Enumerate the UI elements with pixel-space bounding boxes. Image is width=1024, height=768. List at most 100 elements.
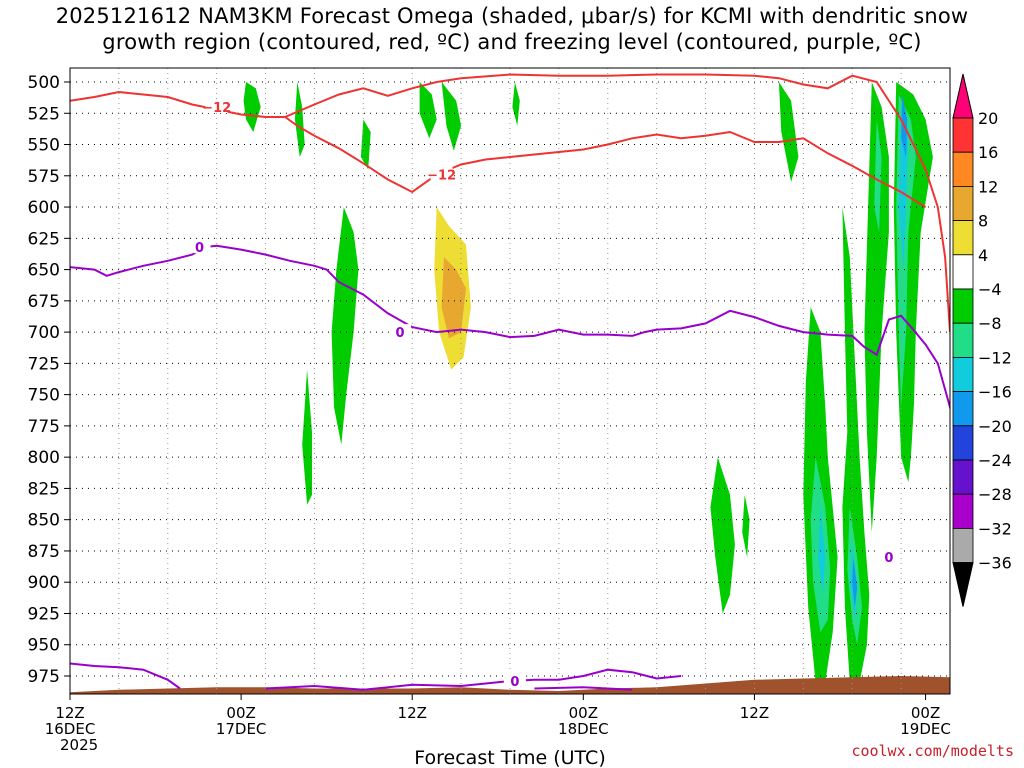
contours: −12 −12 0 0 0 0 (70, 73, 950, 691)
y-tick-label: 575 (28, 167, 60, 187)
colorbar-swatch (952, 117, 974, 153)
colorbar-label: 12 (978, 177, 998, 196)
colorbar-label: −16 (978, 383, 1012, 402)
x-tick-label: 17DEC (216, 720, 267, 738)
plot-frame (69, 67, 951, 695)
omega-region (759, 419, 767, 483)
x-tick-label: 00Z (569, 704, 598, 722)
colorbar-label: −8 (978, 314, 1002, 333)
omega-region (441, 82, 462, 151)
colorbar-swatch (952, 151, 974, 187)
x-tick-label: 12Z (398, 704, 427, 722)
chart-title-line1: 2025121612 NAM3KM Forecast Omega (shaded… (55, 4, 969, 28)
contour-label: 0 (510, 675, 519, 690)
omega-shading (243, 82, 950, 683)
contour-label-bg (188, 239, 211, 254)
y-tick-label: 700 (28, 323, 60, 343)
omega-region (512, 82, 520, 126)
colorbar-swatch (952, 356, 974, 392)
omega-region (742, 494, 750, 558)
x-tick-label: 12Z (55, 704, 84, 722)
omega-region (852, 557, 858, 608)
y-tick-label: 550 (28, 136, 60, 156)
colorbar-cap-bottom (952, 562, 974, 607)
contour-label: 0 (884, 551, 893, 566)
y-tick-label: 650 (28, 261, 60, 281)
omega-region (827, 332, 838, 470)
y-tick-label: 675 (28, 292, 60, 312)
colorbar-swatch (952, 288, 974, 324)
omega-region (243, 82, 261, 132)
omega-region (710, 457, 735, 614)
colorbar-label: −4 (978, 280, 1002, 299)
colorbar-label: 8 (978, 212, 988, 231)
omega-region (334, 557, 342, 589)
contour-label: −12 (427, 169, 456, 184)
colorbar-label: 4 (978, 246, 988, 265)
omega-region (778, 82, 799, 182)
y-tick-label: 850 (28, 511, 60, 531)
y-tick-label: 625 (28, 229, 60, 249)
colorbar-label: 16 (978, 143, 998, 162)
freezing-level-line (534, 686, 633, 691)
freezing-level-line (265, 668, 682, 691)
colorbar-swatch (952, 185, 974, 221)
x-tick-label: 18DEC (558, 720, 609, 738)
x-tick-label: 00Z (911, 704, 940, 722)
omega-region (937, 444, 950, 558)
contour-label: 0 (195, 241, 204, 256)
colorbar-swatch (952, 322, 974, 358)
colorbar-label: −12 (978, 348, 1012, 367)
y-tick-label: 800 (28, 448, 60, 468)
y-tick-label: 600 (28, 198, 60, 218)
x-tick-label: 16DEC (45, 720, 96, 738)
contour-label-bg (503, 673, 526, 688)
colorbar-label: −28 (978, 485, 1012, 504)
x-tick-label: 12Z (740, 704, 769, 722)
colorbar-swatch (952, 528, 974, 564)
x-axis-title: Forecast Time (UTC) (414, 747, 605, 768)
omega-region (360, 119, 371, 170)
omega-region (874, 119, 882, 233)
y-tick-label: 875 (28, 542, 60, 562)
terrain-fill (70, 676, 950, 694)
y-tick-label: 825 (28, 479, 60, 499)
x-tick-label: 00Z (226, 704, 255, 722)
omega-region (818, 507, 826, 595)
colorbar-label: −32 (978, 519, 1012, 538)
omega-region (331, 207, 359, 445)
y-tick-label: 950 (28, 636, 60, 656)
y-tick-label: 925 (28, 604, 60, 624)
colorbar-swatch (952, 254, 974, 290)
contour-label: 0 (395, 326, 404, 341)
omega-region (294, 82, 305, 157)
colorbar: 20 16 12 8 4 −4 −8 −12 −16 −20 −24 −28 −32 −36 (952, 73, 1012, 607)
omega-region (908, 332, 931, 626)
colorbar-label: 20 (978, 109, 998, 128)
colorbar-swatch (952, 220, 974, 256)
contour-label-bg (430, 166, 453, 181)
y-axis: 500 525 550 575 600 625 650 675 700 725 750 775 800 8… (28, 73, 70, 687)
y-tick-label: 975 (28, 667, 60, 687)
y-tick-label: 500 (28, 73, 60, 93)
colorbar-swatch (952, 459, 974, 495)
contour-label-bg (389, 324, 411, 339)
contour-label: −12 (202, 101, 231, 116)
colorbar-swatch (952, 425, 974, 461)
dgz-contour-line (284, 73, 950, 333)
omega-region (864, 82, 889, 533)
colorbar-label: −36 (978, 554, 1012, 573)
credit-text: coolwx.com/modelts (851, 742, 1014, 760)
y-tick-label: 725 (28, 354, 60, 374)
terrain (70, 676, 950, 694)
y-tick-label: 775 (28, 417, 60, 437)
freezing-level-line (70, 662, 181, 690)
colorbar-label: −24 (978, 451, 1012, 470)
y-tick-label: 900 (28, 573, 60, 593)
colorbar-cap-top (952, 73, 974, 119)
x-tick-label: 2025 (60, 736, 98, 754)
freezing-level-line (70, 244, 950, 412)
colorbar-label: −20 (978, 417, 1012, 436)
